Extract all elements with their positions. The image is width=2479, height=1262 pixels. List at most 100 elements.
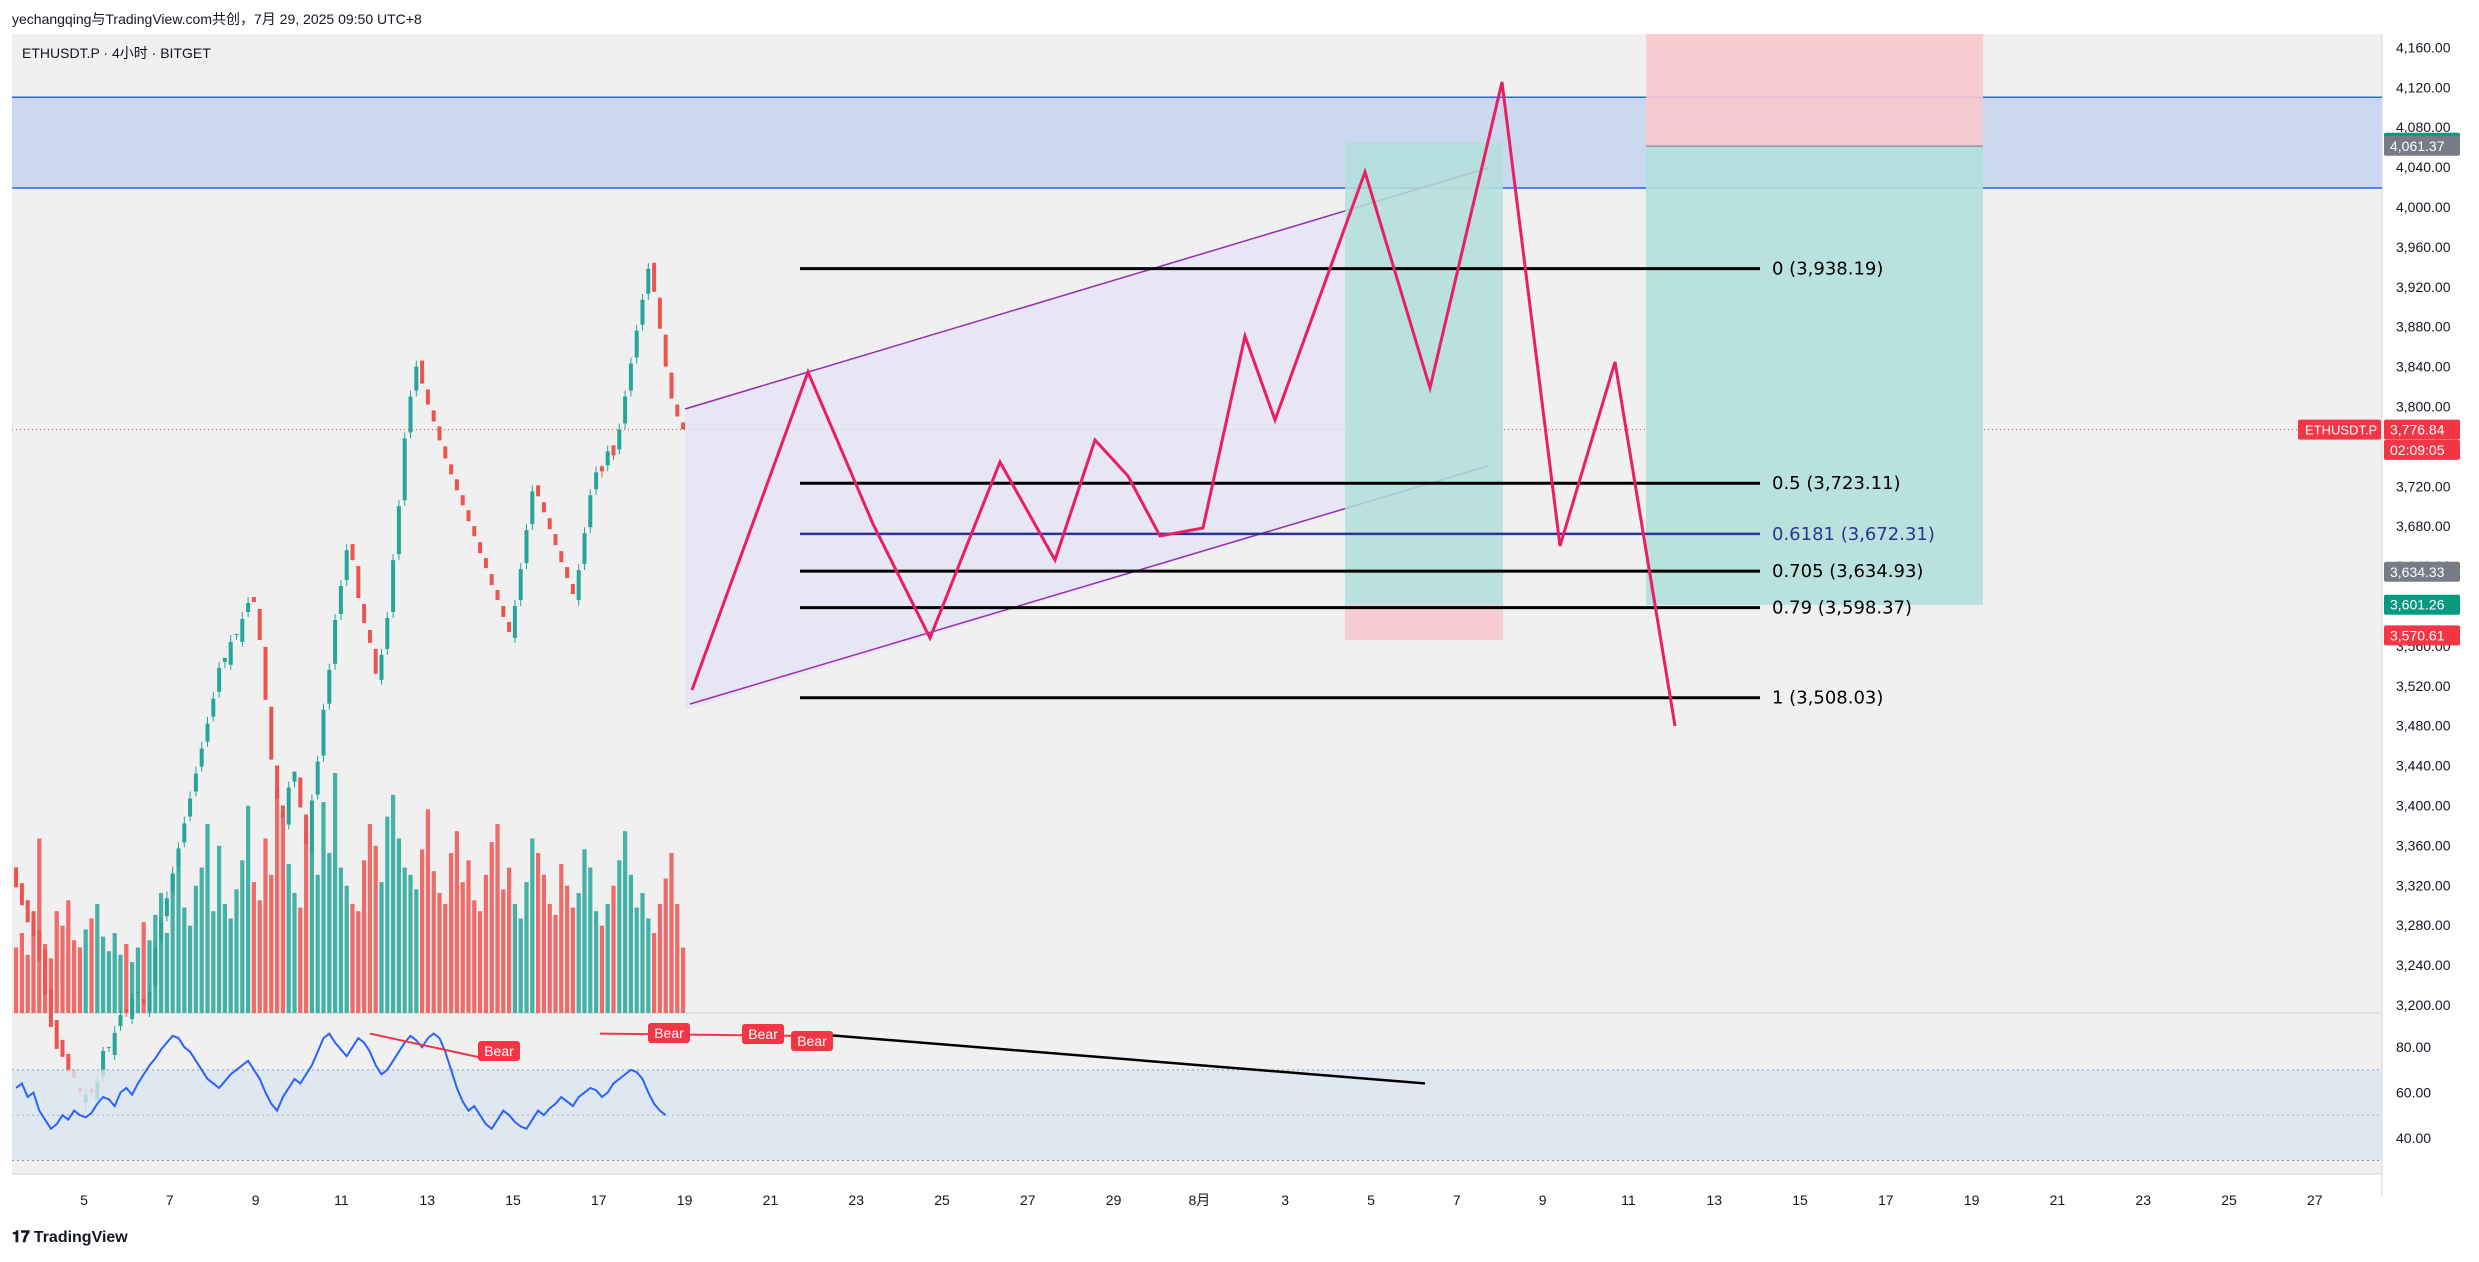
candle-body[interactable] [298,777,303,808]
candle-body[interactable] [617,429,622,450]
candle-body[interactable] [478,542,483,554]
candle-body[interactable] [269,706,274,760]
candle-body[interactable] [605,451,610,466]
candle-body[interactable] [182,823,187,843]
candle-body[interactable] [292,771,297,782]
candle-body[interactable] [582,533,587,565]
candle-body[interactable] [135,992,140,994]
candle-body[interactable] [385,617,390,649]
candle-body[interactable] [402,438,407,501]
candle-body[interactable] [675,404,680,417]
candle-body[interactable] [106,1046,111,1048]
chart-area[interactable] [12,34,2382,1174]
candle-body[interactable] [60,1039,65,1057]
candle-body[interactable] [147,992,152,1011]
candle-body[interactable] [576,570,581,601]
candle-body[interactable] [483,558,488,569]
candle-body[interactable] [501,606,506,617]
candle-body[interactable] [414,366,419,391]
candle-body[interactable] [367,629,372,643]
candle-body[interactable] [130,999,135,1019]
candle-body[interactable] [153,948,158,987]
position-2-target-zone[interactable] [1646,146,1983,606]
candle-body[interactable] [396,506,401,555]
candle-body[interactable] [188,798,193,817]
candle-body[interactable] [472,526,477,537]
candle-body[interactable] [37,930,42,962]
resistance-zone[interactable] [12,97,2382,189]
candle-body[interactable] [101,1050,106,1076]
projected-price-path[interactable] [690,81,1677,727]
candle-body[interactable] [379,654,384,680]
symbol-price-tag[interactable] [2298,419,2381,440]
candle-body[interactable] [338,586,343,614]
candle-body[interactable] [611,445,616,456]
candle-body[interactable] [454,479,459,491]
candle-body[interactable] [547,518,552,530]
candle-body[interactable] [594,472,599,490]
candle-body[interactable] [222,657,227,662]
candle-body[interactable] [199,748,204,767]
candle-body[interactable] [205,723,210,742]
candle-body[interactable] [628,363,633,391]
candle-body[interactable] [570,584,575,595]
candle-body[interactable] [443,446,448,459]
candle-body[interactable] [246,603,251,612]
candle-body[interactable] [489,574,494,586]
rsi-line[interactable] [15,1032,667,1131]
candle-body[interactable] [460,495,465,506]
candle-body[interactable] [240,618,245,642]
candle-body[interactable] [356,566,361,599]
candle-body[interactable] [66,1053,71,1072]
rsi-trend-line[interactable] [809,1032,1426,1085]
candle-body[interactable] [362,604,367,623]
candle-body[interactable] [588,495,593,528]
candle-body[interactable] [141,999,146,1005]
candle-body[interactable] [309,800,314,852]
candle-body[interactable] [652,262,657,292]
candle-body[interactable] [536,485,541,497]
candle-body[interactable] [425,389,430,405]
candle-body[interactable] [118,1014,123,1026]
fibonacci-retracement[interactable]: 0 (3,938.19) 0.5 (3,723.11) 0.6181 (3,672.… [800,259,1935,709]
candle-body[interactable] [541,502,546,513]
candle-body[interactable] [31,911,36,937]
candle-body[interactable] [164,898,169,917]
position-1-stop-zone[interactable] [1345,605,1503,640]
candle-body[interactable] [408,396,413,433]
candle-body[interactable] [321,709,326,756]
candle-body[interactable] [176,848,181,867]
candle-body[interactable] [373,648,378,674]
candle-body[interactable] [391,560,396,612]
candle-body[interactable] [327,669,332,704]
candle-body[interactable] [251,597,256,603]
candle-body[interactable] [565,567,570,579]
candle-body[interactable] [646,268,651,294]
candle-body[interactable] [124,1008,129,1012]
candle-body[interactable] [170,873,175,892]
candle-body[interactable] [623,396,628,424]
candle-body[interactable] [280,805,285,818]
candle-body[interactable] [234,633,239,635]
candle-body[interactable] [663,334,668,367]
candle-body[interactable] [25,900,30,923]
candle-body[interactable] [420,360,425,384]
candle-body[interactable] [19,883,24,906]
candle-body[interactable] [54,1019,59,1049]
candle-body[interactable] [681,422,686,430]
candle-body[interactable] [512,606,517,638]
candle-body[interactable] [315,761,320,795]
candle-body[interactable] [275,765,280,799]
candle-body[interactable] [518,569,523,601]
candle-body[interactable] [507,621,512,632]
tradingview-logo[interactable]: 𝟏𝟕 TradingView [12,1229,128,1247]
candle-body[interactable] [211,698,216,717]
candle-body[interactable] [217,667,222,692]
candle-body[interactable] [524,530,529,564]
candle-body[interactable] [193,773,198,792]
candle-body[interactable] [48,989,53,1027]
candle-body[interactable] [333,619,338,664]
candle-body[interactable] [112,1032,117,1055]
candle-body[interactable] [304,814,309,845]
candle-body[interactable] [495,590,500,601]
